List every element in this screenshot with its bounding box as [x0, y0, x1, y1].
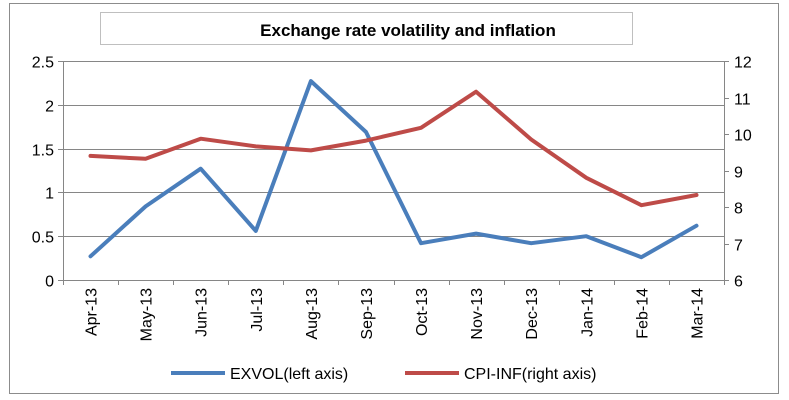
x-axis-category-label: Jul-13: [249, 288, 266, 332]
series-lines: [88, 79, 699, 260]
x-axis-category-label: Mar-14: [689, 288, 706, 339]
left-axis-tick-label: 0: [45, 274, 54, 291]
right-axis-tick-label: 8: [734, 201, 743, 218]
x-axis-category-label: Feb-14: [634, 288, 651, 339]
chart-title: Exchange rate volatility and inflation: [260, 21, 556, 40]
right-axis-tick-label: 6: [734, 274, 743, 291]
x-axis-category-label: Jan-14: [579, 288, 596, 337]
x-axis-category-label: Jun-13: [194, 288, 211, 337]
right-axis-tick-label: 11: [734, 92, 751, 109]
legend-label-1: CPI-INF(right axis): [464, 366, 596, 383]
x-axis-category-label: May-13: [139, 288, 156, 341]
left-axis-tick-label: 1: [45, 186, 54, 203]
right-axis-tick-label: 10: [734, 128, 752, 145]
x-axis-category-label: Dec-13: [524, 288, 541, 340]
left-axis-tick-label: 1.5: [32, 143, 54, 160]
right-axis-tick-label: 12: [734, 55, 752, 72]
title-box: [100, 12, 633, 45]
series-line-1: [88, 89, 699, 208]
x-axis-category-label: Oct-13: [414, 288, 431, 336]
x-axis-category-label: Nov-13: [469, 288, 486, 340]
x-axis-category-label: Apr-13: [84, 288, 101, 336]
right-axis-tick-label: 7: [734, 238, 743, 255]
series-line-0: [88, 79, 699, 260]
right-axis-tick-label: 9: [734, 165, 743, 182]
x-axis-category-label: Aug-13: [304, 288, 321, 340]
left-axis-tick-label: 2.5: [32, 55, 54, 72]
gridlines: [63, 61, 724, 237]
axes: 0 0.5 1 1.5 2 2.5 6 7 8 9 10 11 12 Apr-13 May-13 Jun-13…: [32, 55, 752, 342]
legend: EXVOL(left axis) CPI-INF(right axis): [171, 366, 596, 383]
left-axis-tick-label: 0.5: [32, 230, 54, 247]
chart-border: [9, 3, 779, 394]
legend-label-0: EXVOL(left axis): [230, 366, 348, 383]
left-axis-tick-label: 2: [45, 99, 54, 116]
x-axis-category-label: Sep-13: [359, 288, 376, 340]
